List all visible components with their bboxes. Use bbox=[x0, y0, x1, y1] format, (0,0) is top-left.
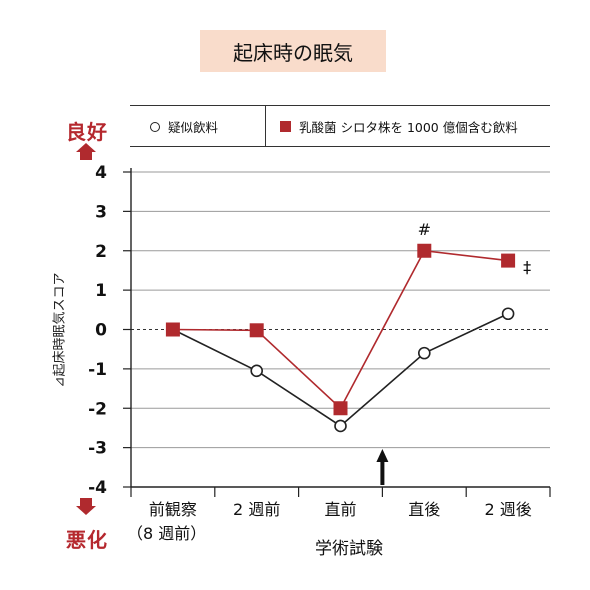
chart-title: 起床時の眠気 bbox=[200, 30, 386, 72]
legend-label-probiotic: 乳酸菌 シロタ株を 1000 億個含む飲料 bbox=[299, 120, 518, 135]
y-tick-label: -1 bbox=[88, 360, 107, 380]
legend-divider bbox=[265, 106, 266, 146]
y-tick-label: 3 bbox=[95, 202, 107, 222]
intervention-arrow-icon bbox=[376, 449, 389, 462]
red-square-icon bbox=[280, 121, 291, 132]
bad-arrow-icon bbox=[76, 498, 96, 515]
y-tick-label: 2 bbox=[95, 242, 107, 262]
data-point-probiotic bbox=[417, 243, 432, 258]
y-tick-label: -2 bbox=[88, 399, 107, 419]
data-point-placebo bbox=[334, 419, 347, 433]
data-point-probiotic bbox=[501, 253, 516, 268]
data-point-placebo bbox=[250, 364, 264, 378]
y-tick-label: 4 bbox=[95, 163, 107, 183]
x-tick-label: 直後 bbox=[408, 500, 440, 519]
category-sublabel: （8 週前） bbox=[127, 524, 207, 543]
data-point-probiotic bbox=[249, 323, 264, 338]
y-tick-label: 0 bbox=[95, 321, 107, 341]
good-arrow-icon bbox=[76, 143, 96, 160]
significance-annotation: # bbox=[418, 220, 431, 239]
x-tick-label: 2 週前 bbox=[233, 500, 280, 519]
y-tick-label: 1 bbox=[95, 281, 107, 301]
data-point-probiotic bbox=[165, 322, 180, 337]
open-circle-icon bbox=[150, 121, 160, 132]
data-point-placebo bbox=[501, 307, 515, 321]
legend-item-probiotic: 乳酸菌 シロタ株を 1000 億個含む飲料 bbox=[280, 117, 518, 136]
x-tick-label: 前観察 bbox=[149, 500, 197, 519]
data-point-probiotic bbox=[333, 401, 348, 416]
x-axis-title: 学術試験 bbox=[315, 539, 383, 559]
bad-direction-label: 悪化 bbox=[66, 528, 108, 552]
x-tick-label: 2 週後 bbox=[484, 500, 531, 519]
good-direction-label: 良好 bbox=[66, 120, 108, 144]
significance-annotation: ‡ bbox=[523, 258, 531, 277]
data-point-placebo bbox=[417, 346, 431, 360]
legend: 疑似飲料 乳酸菌 シロタ株を 1000 億個含む飲料 bbox=[130, 105, 550, 147]
legend-item-placebo: 疑似飲料 bbox=[150, 117, 218, 136]
y-tick-label: -3 bbox=[88, 439, 107, 459]
y-tick-label: -4 bbox=[88, 478, 107, 498]
legend-label-placebo: 疑似飲料 bbox=[168, 120, 219, 135]
x-tick-label: 直前 bbox=[324, 500, 356, 519]
